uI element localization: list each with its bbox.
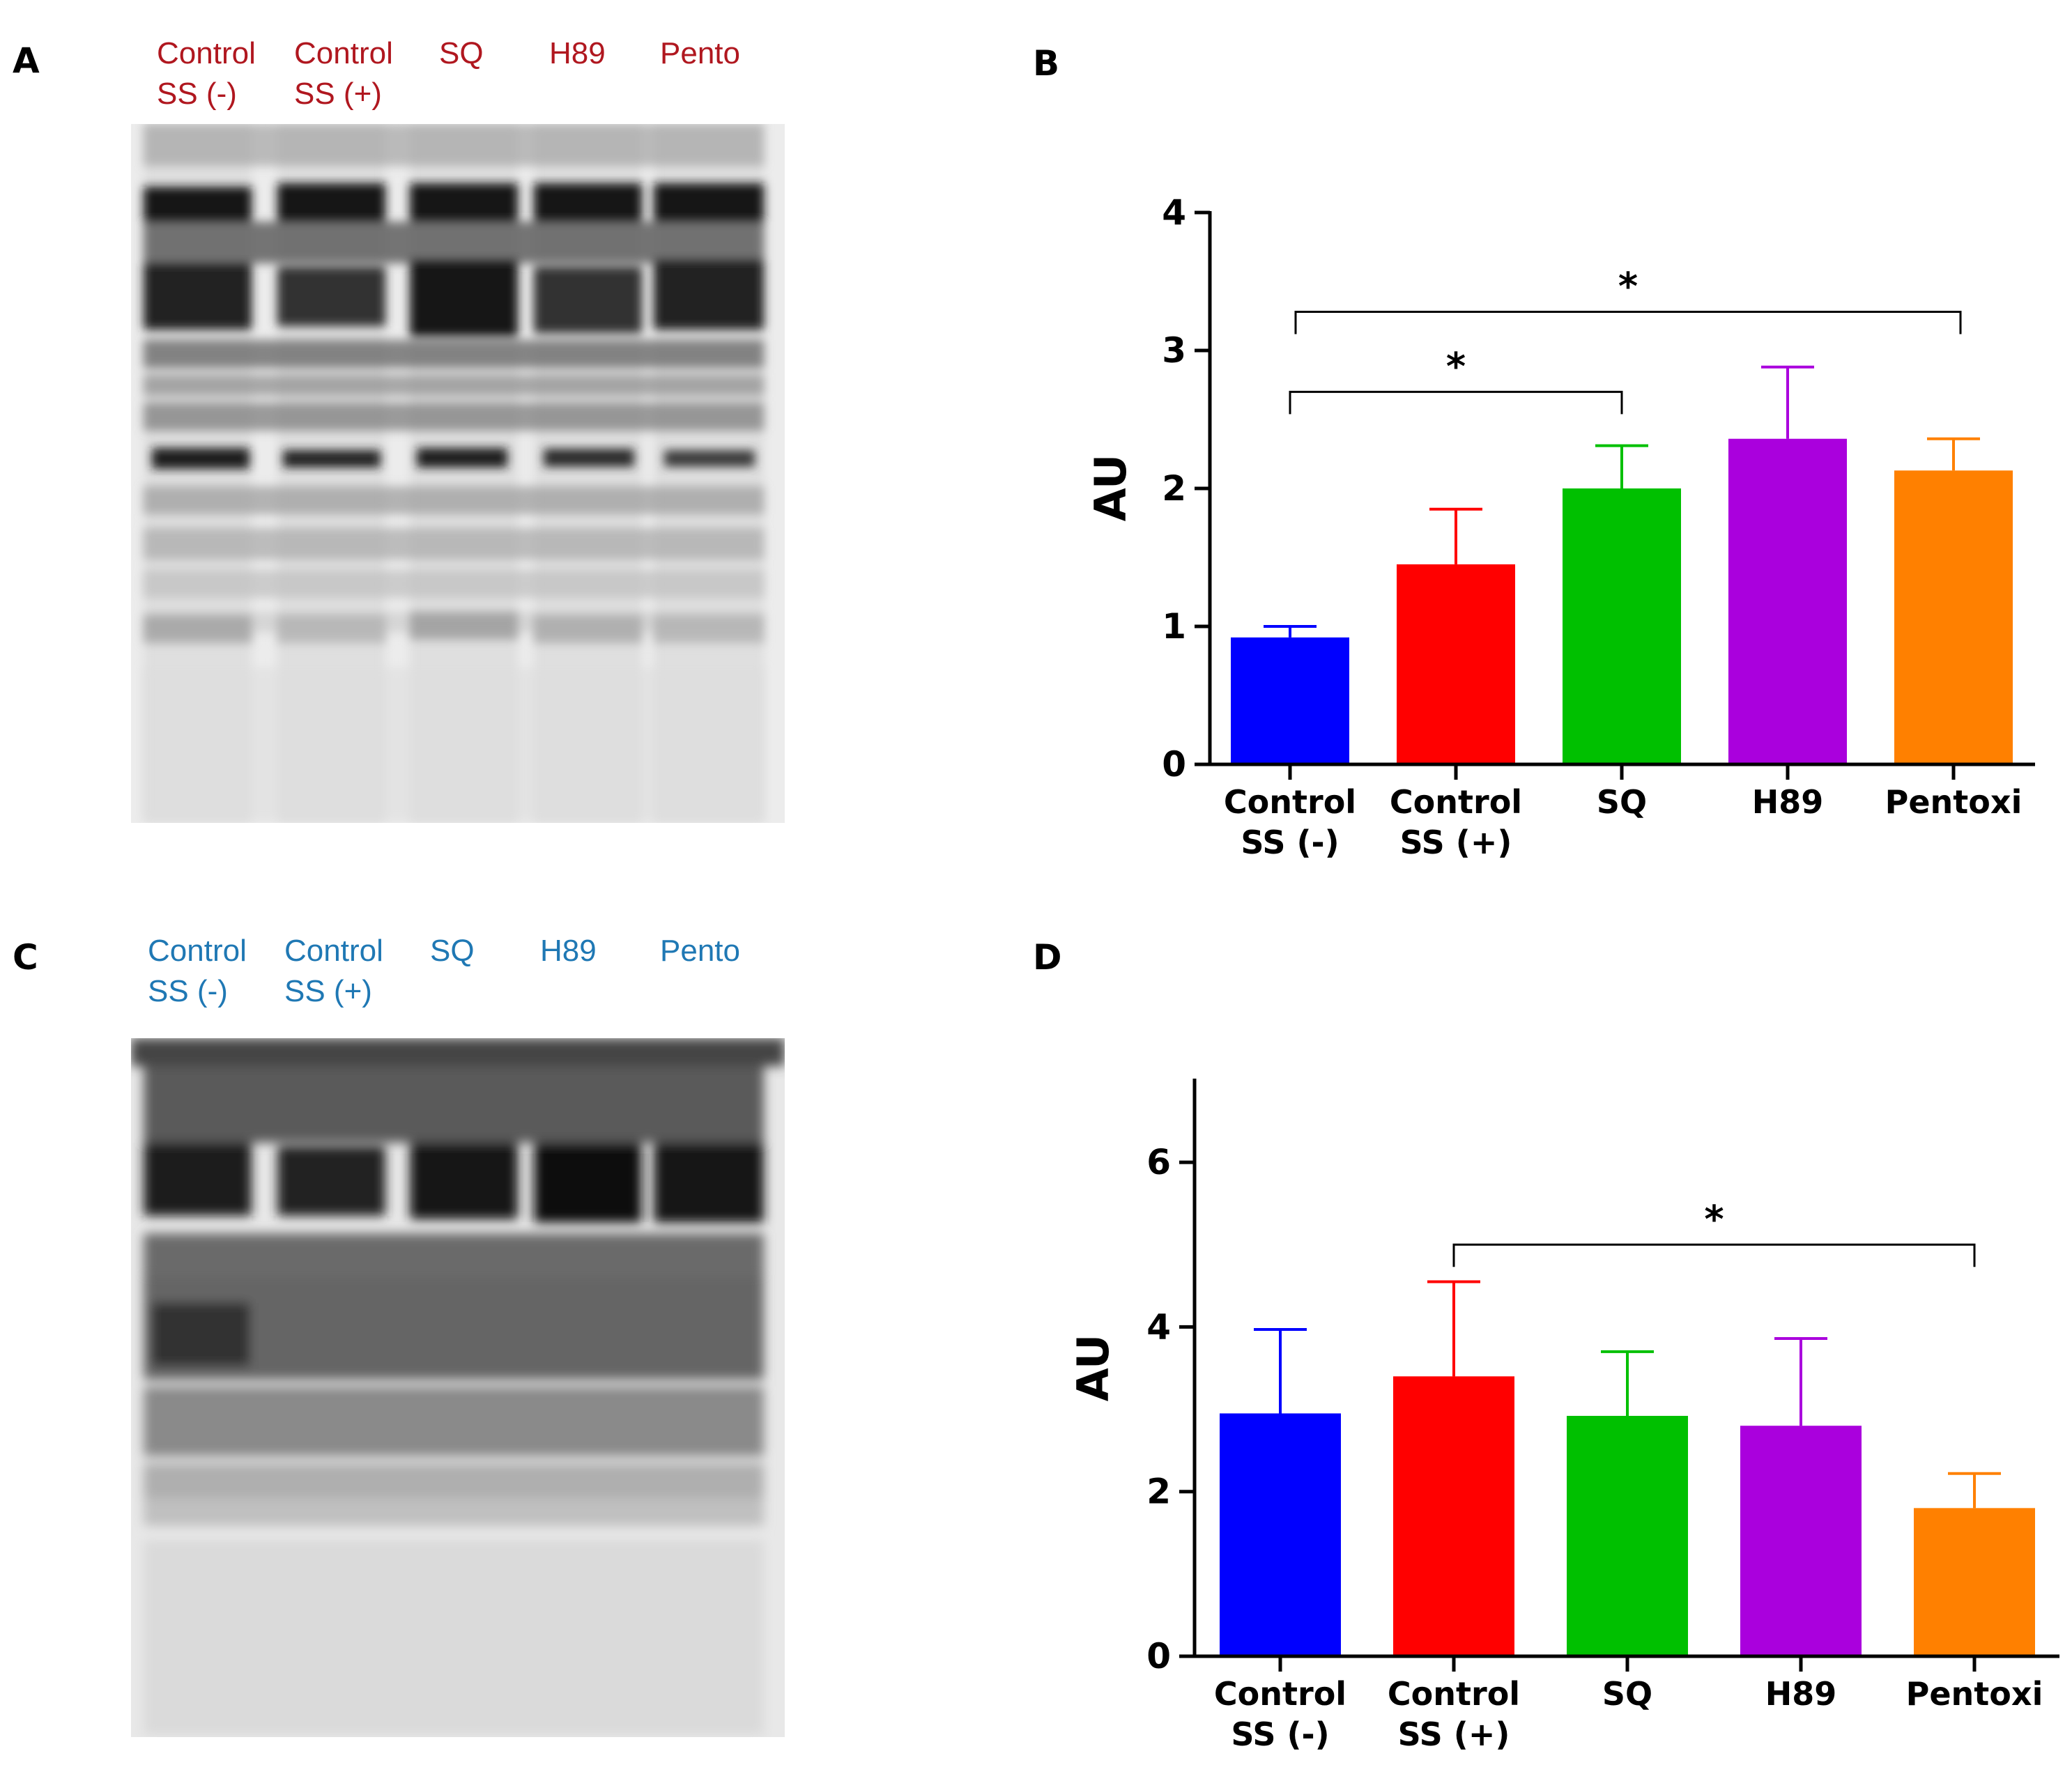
chart-d-bar-1	[1393, 1376, 1514, 1656]
chart-d-bar-0	[1220, 1413, 1341, 1656]
chart-d-ytick-label-3: 6	[1146, 1142, 1171, 1182]
chart-b-sig-label-0: *	[1446, 344, 1466, 388]
chart-d-xtick-label-2: SQ	[1602, 1675, 1652, 1713]
blot-a-lane-label-control-ss-plus: Control SS (+)	[294, 36, 393, 111]
blot-c-lane-label-sq: SQ	[430, 934, 475, 968]
chart-b-ytick-label-3: 3	[1162, 330, 1186, 371]
chart-d-xtick-label-1: Control SS (+)	[1388, 1675, 1520, 1753]
blot-c-lane-label-control-ss-minus: Control SS (-)	[148, 934, 247, 1008]
chart-b-xtick-label-3: H89	[1752, 783, 1824, 821]
blot-a-lane-label-pento: Pento	[660, 36, 740, 70]
chart-b-xtick-label-0: Control SS (-)	[1224, 783, 1356, 861]
chart-b-xtick-label-1: Control SS (+)	[1390, 783, 1522, 861]
chart-b-sig-bracket-0	[1289, 390, 1623, 415]
chart-d-xtick-label-4: Pentoxi	[1906, 1675, 2043, 1713]
blot-c-lane-label-pento: Pento	[660, 934, 740, 968]
chart-b-bar-3	[1728, 438, 1847, 764]
chart-b-bar-2	[1563, 488, 1681, 764]
chart-d-bar-3	[1740, 1426, 1862, 1656]
chart-b-bar-4	[1894, 470, 2013, 764]
blot-c-lane-label-h89: H89	[540, 934, 597, 968]
chart-d-ytick-label-2: 4	[1146, 1306, 1171, 1347]
chart-d-bar-4	[1914, 1508, 2035, 1656]
panel-letter-d: D	[1033, 937, 1062, 978]
chart-b-xtick-label-2: SQ	[1597, 783, 1647, 821]
western-blot-a	[131, 124, 785, 823]
chart-b-ytick-label-1: 1	[1162, 606, 1186, 647]
chart-d-sig-bracket-0	[1452, 1243, 1976, 1267]
chart-b-ytick-label-0: 0	[1162, 744, 1186, 785]
panel-letter-b: B	[1033, 43, 1060, 84]
blot-a-lane-label-h89: H89	[549, 36, 606, 70]
chart-b-sig-label-1: *	[1618, 265, 1638, 309]
chart-d-ytick-label-1: 2	[1146, 1472, 1171, 1512]
chart-d-ylabel: AU	[1068, 1334, 1119, 1401]
chart-b-sig-bracket-1	[1294, 311, 1962, 334]
chart-d-xtick-label-3: H89	[1765, 1675, 1837, 1713]
chart-b-bar-0	[1231, 637, 1349, 764]
chart-b-ylabel: AU	[1085, 454, 1136, 521]
chart-b-bar-1	[1397, 564, 1515, 764]
blot-a-lane-label-sq: SQ	[439, 36, 484, 70]
western-blot-c	[131, 1038, 785, 1737]
blot-a-lane-label-control-ss-minus: Control SS (-)	[157, 36, 256, 111]
blot-c-lane-label-control-ss-plus: Control SS (+)	[284, 934, 383, 1008]
panel-letter-c: C	[13, 937, 38, 978]
panel-letter-a: A	[13, 40, 40, 81]
chart-d-sig-label-0: *	[1704, 1197, 1724, 1241]
chart-d-bar-2	[1567, 1416, 1688, 1656]
chart-b-ytick-label-4: 4	[1162, 192, 1186, 233]
chart-d-ytick-label-0: 0	[1146, 1636, 1171, 1676]
chart-b-ytick-label-2: 2	[1162, 468, 1186, 509]
chart-d-xtick-label-0: Control SS (-)	[1214, 1675, 1346, 1753]
chart-b-xtick-label-4: Pentoxi	[1885, 783, 2023, 821]
